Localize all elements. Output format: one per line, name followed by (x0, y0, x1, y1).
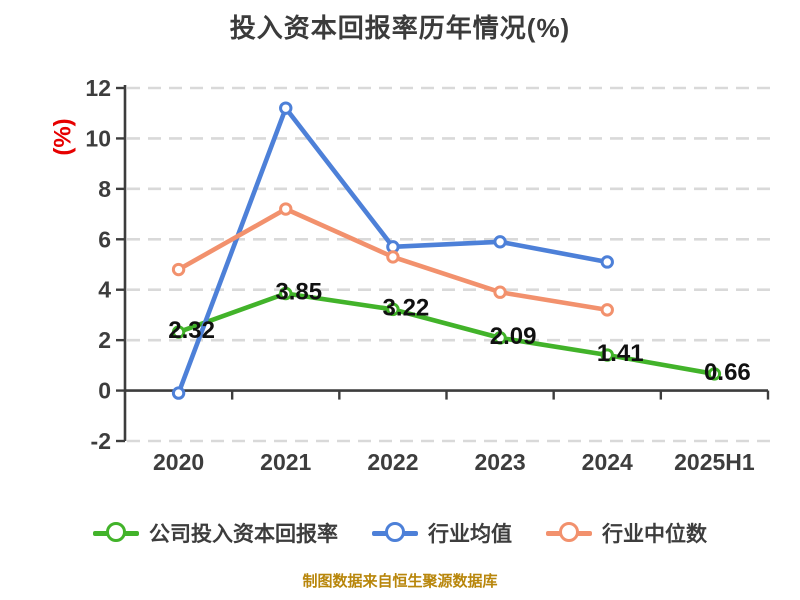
y-tick-label: 2 (98, 327, 111, 353)
y-tick-label: 8 (98, 176, 111, 202)
y-tick-label: 6 (98, 226, 111, 252)
y-axis-unit-label: (%) (50, 118, 77, 155)
x-tick-label: 2022 (367, 449, 418, 475)
data-label: 1.41 (597, 340, 644, 367)
x-tick-label: 2023 (474, 449, 525, 475)
chart-canvas: -2 0 2 4 6 8 10 12 2020 2021 2022 2023 2024 2025H1 (%)… (50, 75, 776, 475)
x-tick-label: 2025H1 (674, 449, 755, 475)
data-label: 2.32 (168, 317, 215, 344)
data-label: 2.09 (490, 323, 537, 350)
series-1-point (600, 255, 614, 269)
legend-item-industry-avg: 行业均值 (372, 518, 512, 548)
x-tick-label: 2021 (260, 449, 311, 475)
series-line-0 (176, 291, 717, 377)
industry-median-series-marker-icon (546, 522, 592, 544)
chart-title: 投入资本回报率历年情况(%) (229, 13, 571, 43)
legend-item-company: 公司投入资本回报率 (93, 518, 338, 548)
industry-avg-series-marker-icon (372, 522, 418, 544)
data-label: 0.66 (704, 359, 751, 386)
series-2-point (386, 250, 400, 264)
series-0-point (386, 302, 400, 317)
y-tick-label: 10 (85, 125, 111, 151)
y-tick-label: 12 (85, 75, 111, 101)
data-label: 3.85 (275, 278, 322, 305)
series-2-point (279, 202, 293, 216)
legend: 公司投入资本回报率 行业均值 行业中位数 (0, 518, 800, 548)
series-0-point (279, 286, 293, 301)
series-1-point (493, 235, 507, 249)
series-0-point (707, 367, 722, 381)
legend-label-industry-avg: 行业均值 (428, 523, 512, 546)
x-tick-label: 2020 (153, 449, 204, 475)
company-series-marker-icon (93, 522, 139, 544)
series-2-point (600, 303, 614, 317)
y-tick-label: 0 (98, 378, 111, 404)
series-1-point (279, 101, 293, 115)
data-label: 3.22 (383, 294, 430, 321)
x-tick-label: 2024 (582, 449, 633, 475)
legend-label-company: 公司投入资本回报率 (149, 523, 338, 546)
legend-item-industry-median: 行业中位数 (546, 518, 707, 548)
series-0-point (600, 348, 614, 362)
series-1-point (171, 386, 186, 400)
y-tick-label: -2 (91, 428, 111, 454)
series-0-point (493, 331, 507, 345)
y-tick-label: 4 (98, 277, 111, 303)
series-2-point (171, 262, 186, 277)
series-2-point (493, 285, 507, 299)
data-source-caption: 制图数据来自恒生聚源数据库 (302, 573, 498, 590)
series-0-point (171, 325, 186, 339)
legend-label-industry-median: 行业中位数 (602, 523, 707, 546)
